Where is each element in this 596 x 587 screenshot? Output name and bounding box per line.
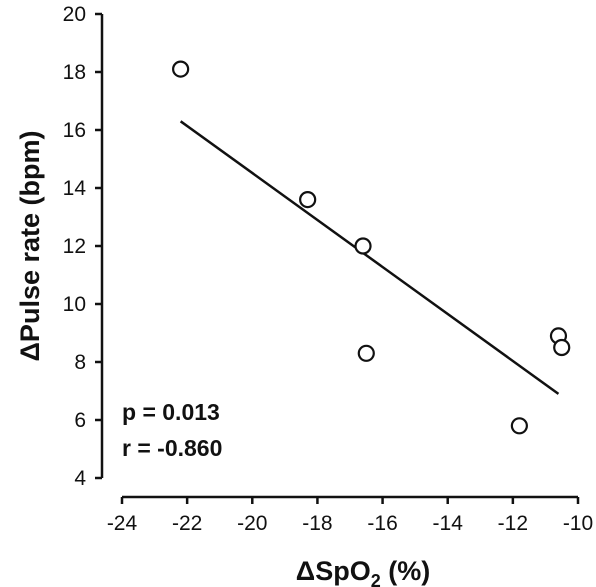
x-tick-label: -24 bbox=[107, 512, 138, 535]
y-tick-label: 8 bbox=[74, 351, 86, 374]
x-tick-label: -20 bbox=[237, 512, 267, 535]
y-tick-label: 16 bbox=[63, 119, 86, 142]
y-tick-label: 12 bbox=[63, 235, 86, 258]
y-tick-label: 10 bbox=[63, 293, 86, 316]
x-tick-label: -16 bbox=[367, 512, 397, 535]
trend-line-group bbox=[179, 120, 560, 395]
y-tick-label: 18 bbox=[63, 61, 86, 84]
stat-p-value: p = 0.013 bbox=[122, 399, 220, 425]
x-axis-title-main: ΔSpO bbox=[296, 556, 371, 586]
x-axis: -24 -22 -20 -18 -16 -14 -12 -10 bbox=[107, 495, 593, 535]
x-tick-label: -14 bbox=[433, 512, 464, 535]
data-point bbox=[510, 417, 528, 435]
data-point bbox=[354, 237, 372, 255]
data-point bbox=[553, 338, 571, 357]
y-tick-label: 6 bbox=[74, 409, 86, 432]
x-axis-title-subscript: 2 bbox=[371, 571, 381, 587]
x-tick-label: -12 bbox=[498, 512, 528, 535]
x-axis-title-suffix: (%) bbox=[381, 556, 431, 586]
x-tick-label: -10 bbox=[563, 512, 593, 535]
y-tick-label: 20 bbox=[63, 3, 86, 26]
x-tick-label: -22 bbox=[172, 512, 202, 535]
x-axis-title: ΔSpO2 (%) bbox=[296, 556, 430, 587]
data-point bbox=[172, 60, 190, 78]
data-point bbox=[299, 191, 317, 209]
y-tick-label: 4 bbox=[74, 467, 86, 490]
y-axis-title: ΔPulse rate (bpm) bbox=[15, 131, 45, 362]
y-axis: 4 6 8 10 12 14 16 18 20 bbox=[63, 3, 104, 490]
y-tick-label: 14 bbox=[63, 177, 87, 200]
regression-line bbox=[179, 120, 560, 395]
data-point bbox=[357, 344, 375, 362]
x-tick-label: -18 bbox=[302, 512, 332, 535]
data-points bbox=[172, 60, 571, 435]
stat-r-value: r = -0.860 bbox=[122, 435, 222, 461]
